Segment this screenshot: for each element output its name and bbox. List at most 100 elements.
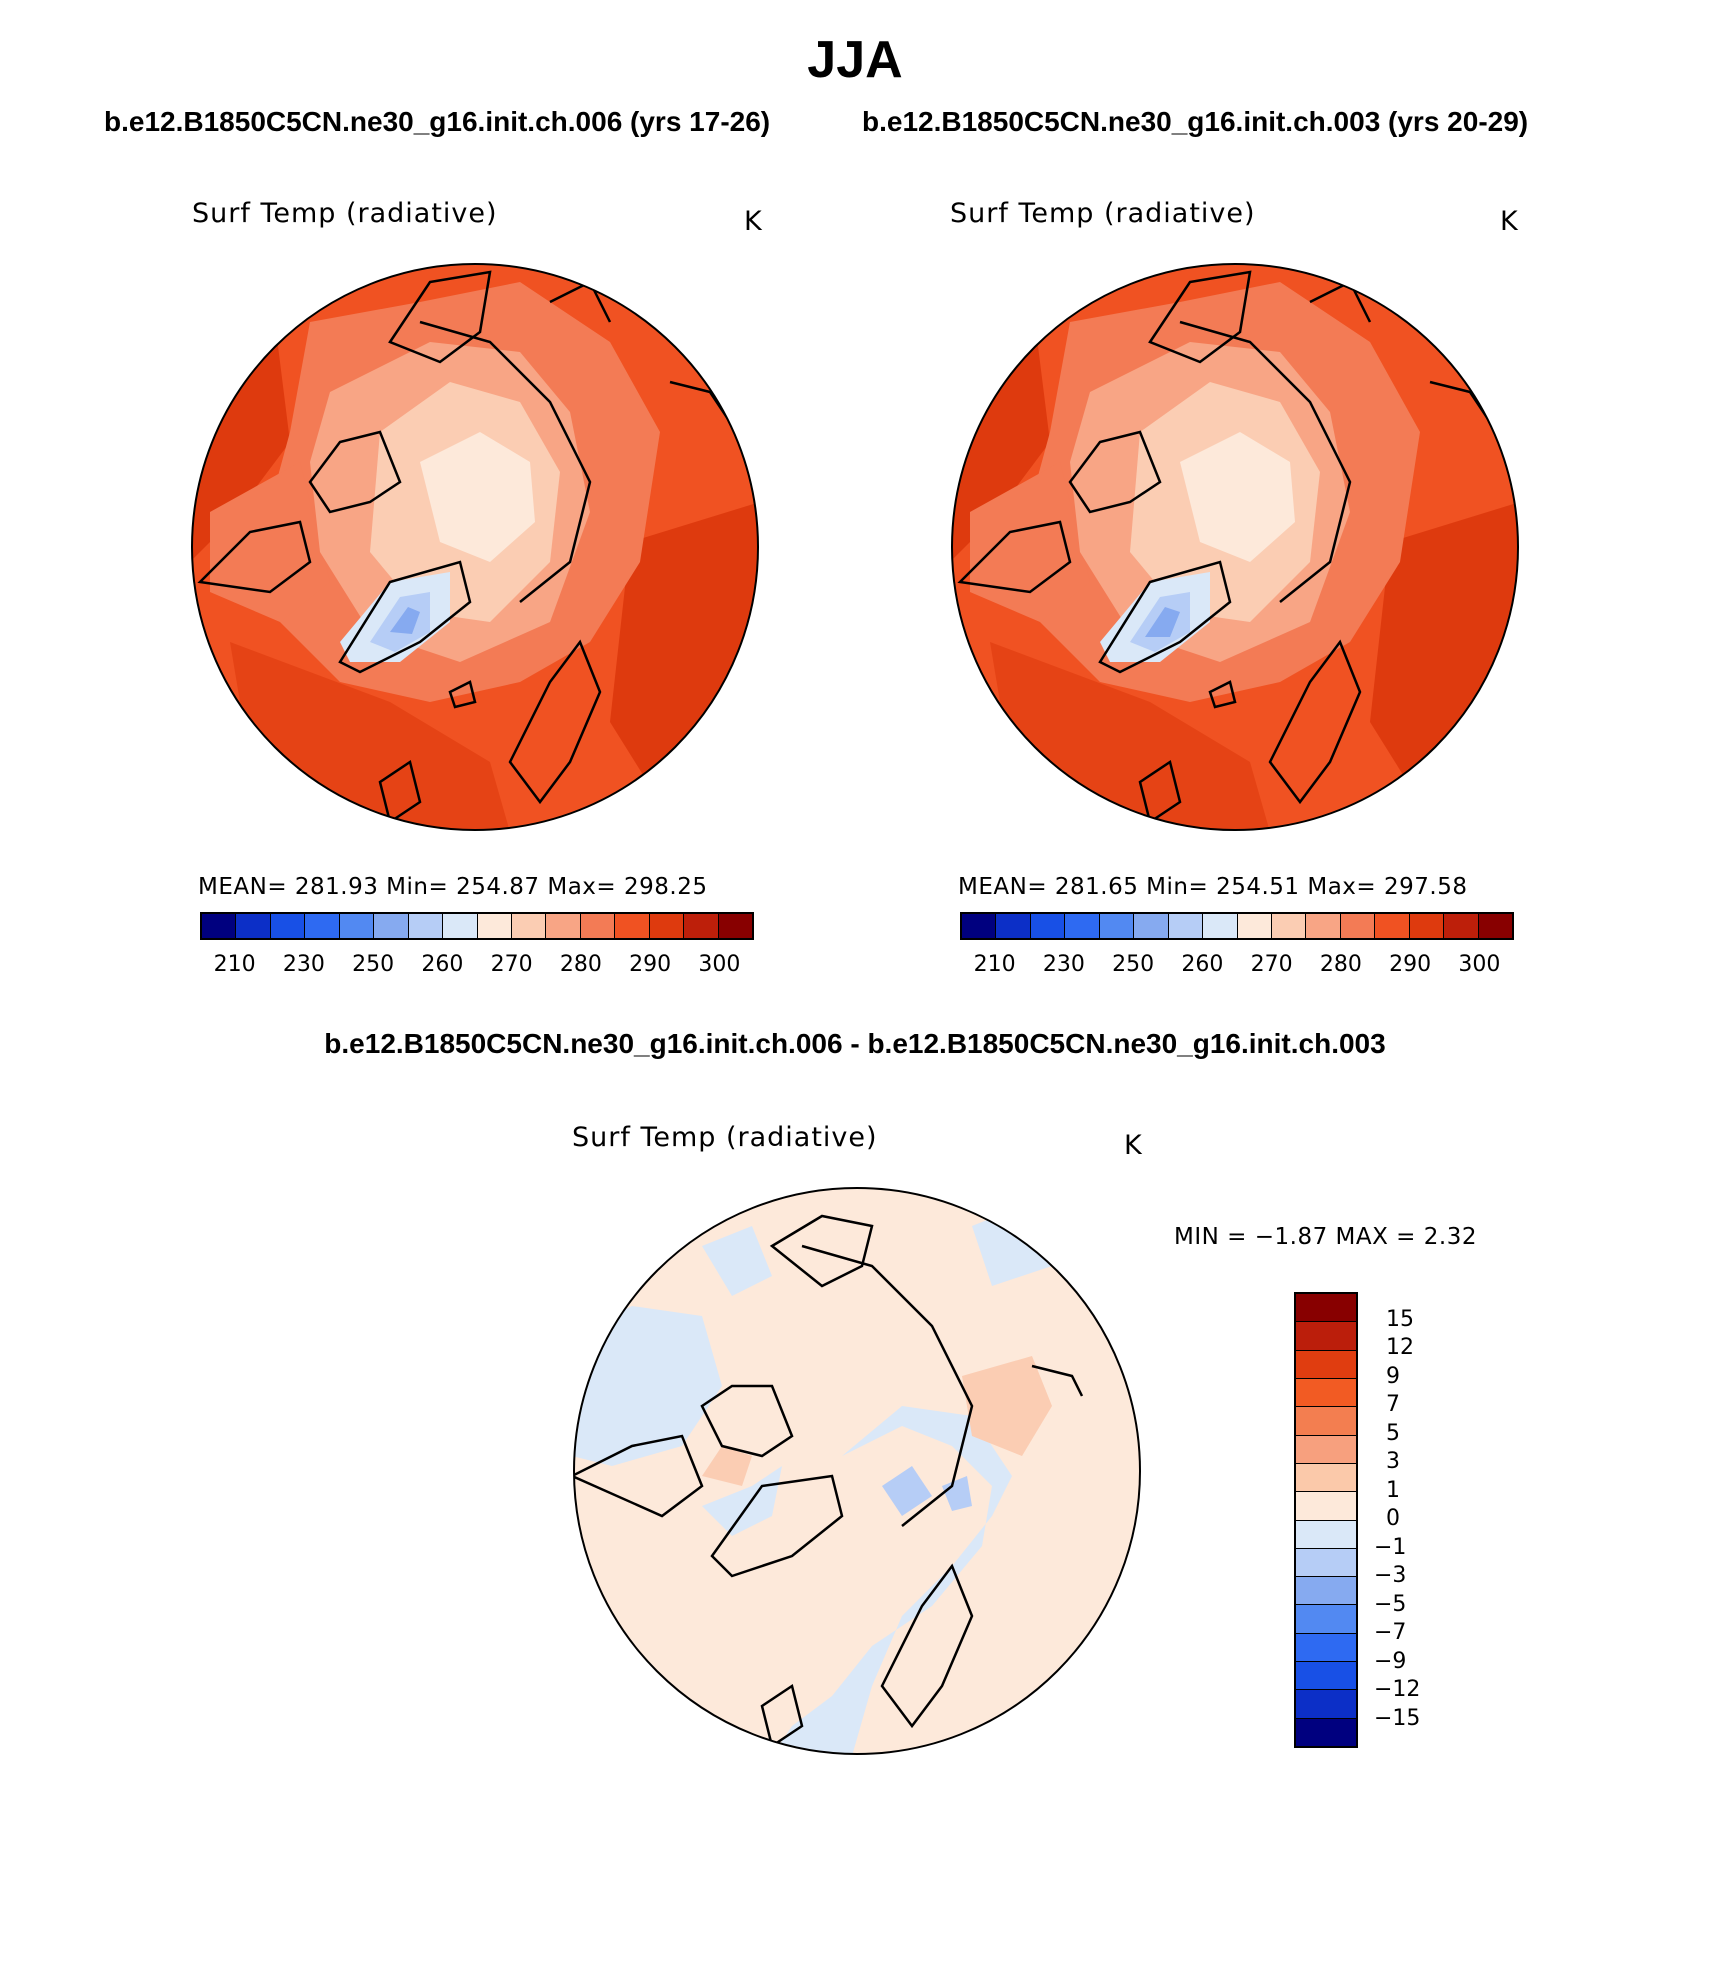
colorbar-diff-swatch: [1296, 1294, 1356, 1323]
colorbar-a-swatch: [546, 914, 581, 938]
colorbar-diff-swatch: [1296, 1407, 1356, 1436]
colorbar-diff-swatch: [1296, 1350, 1356, 1379]
colorbar-b-ticks: 210 230 250 260 270 280 290 300: [960, 952, 1514, 982]
colorbar-diff-tick-label: −1: [1374, 1534, 1407, 1560]
colorbar-b-tick-label: 210: [973, 952, 1016, 977]
colorbar-a-swatch: [649, 914, 685, 938]
panel-a-variable: Surf Temp (radiative): [192, 198, 498, 229]
colorbar-a: [200, 912, 754, 940]
colorbar-b-swatch: [1030, 914, 1066, 938]
colorbar-diff-tick-label: −3: [1374, 1563, 1407, 1588]
colorbar-diff-tick-label: −12: [1374, 1677, 1421, 1702]
colorbar-diff-tick-label: 12: [1386, 1335, 1414, 1360]
colorbar-diff-swatch: [1296, 1322, 1356, 1351]
colorbar-a-tick-label: 230: [282, 952, 325, 977]
colorbar-b-swatch: [1237, 914, 1272, 938]
colorbar-b-swatch: [996, 914, 1031, 938]
colorbar-b-swatch: [1375, 914, 1410, 938]
panel-b-units: K: [1500, 206, 1519, 237]
colorbar-b-swatch: [962, 914, 997, 938]
colorbar-diff-swatch: [1296, 1633, 1356, 1663]
colorbar-diff-swatch: [1296, 1548, 1356, 1578]
colorbar-diff-tick-label: 9: [1386, 1363, 1400, 1389]
colorbar-b-swatch: [1478, 914, 1512, 938]
colorbar-b-swatch: [1134, 914, 1169, 938]
colorbar-a-tick-label: 300: [698, 952, 741, 977]
colorbar-diff-swatch: [1296, 1690, 1356, 1719]
colorbar-diff-swatch: [1296, 1378, 1356, 1408]
colorbar-diff-swatch: [1296, 1463, 1356, 1493]
colorbar-diff-swatch: [1296, 1520, 1356, 1549]
colorbar-a-swatch: [718, 914, 752, 938]
colorbar-a-swatch: [305, 914, 340, 938]
map-panel-diff: [573, 1187, 1141, 1755]
colorbar-a-swatch: [202, 914, 237, 938]
colorbar-a-swatch: [443, 914, 478, 938]
colorbar-a-swatch: [615, 914, 650, 938]
colorbar-b-swatch: [1340, 914, 1376, 938]
colorbar-diff-tick-label: 0: [1386, 1506, 1400, 1531]
colorbar-diff-ticks: 15 12 9 7 5 3 1 0 −1 −3 −5 −7 −9 −12 −15: [1374, 1292, 1454, 1748]
colorbar-a-ticks: 210 230 250 260 270 280 290 300: [200, 952, 754, 982]
diff-title: b.e12.B1850C5CN.ne30_g16.init.ch.006 - b…: [324, 1028, 1386, 1059]
panel-b-variable: Surf Temp (radiative): [950, 198, 1256, 229]
colorbar-diff-tick-label: 5: [1386, 1420, 1400, 1446]
panel-b-stats: MEAN= 281.65 Min= 254.51 Max= 297.58: [958, 874, 1468, 900]
main-title: JJA: [807, 31, 903, 89]
diff-units: K: [1124, 1130, 1143, 1161]
colorbar-diff-swatch: [1296, 1492, 1356, 1521]
colorbar-diff-tick-label: 3: [1386, 1449, 1400, 1474]
colorbar-diff: [1294, 1292, 1358, 1748]
colorbar-a-swatch: [684, 914, 719, 938]
diff-stats: MIN = −1.87 MAX = 2.32: [1174, 1224, 1477, 1250]
colorbar-diff-tick-label: 7: [1386, 1392, 1400, 1417]
colorbar-a-tick-label: 280: [559, 952, 602, 977]
colorbar-diff-tick-label: −15: [1374, 1705, 1421, 1731]
colorbar-a-swatch: [270, 914, 306, 938]
panel-a-stats: MEAN= 281.93 Min= 254.87 Max= 298.25: [198, 874, 708, 900]
colorbar-b-tick-label: 280: [1319, 952, 1362, 977]
colorbar-a-swatch: [580, 914, 616, 938]
colorbar-a-swatch: [511, 914, 547, 938]
colorbar-a-swatch: [339, 914, 375, 938]
colorbar-a-tick-label: 250: [352, 952, 395, 977]
colorbar-diff-tick-label: −9: [1374, 1648, 1407, 1674]
map-panel-b: [951, 263, 1519, 831]
colorbar-b-swatch: [1306, 914, 1341, 938]
colorbar-diff-swatch: [1296, 1577, 1356, 1606]
colorbar-diff-swatch: [1296, 1605, 1356, 1634]
case-b-label: b.e12.B1850C5CN.ne30_g16.init.ch.003 (yr…: [862, 106, 1529, 137]
colorbar-b-swatch: [1065, 914, 1100, 938]
colorbar-diff-tick-label: −7: [1374, 1620, 1407, 1645]
panel-a-units: K: [744, 206, 763, 237]
colorbar-b-swatch: [1444, 914, 1479, 938]
colorbar-diff-swatch: [1296, 1718, 1356, 1746]
colorbar-diff-swatch: [1296, 1662, 1356, 1691]
colorbar-b-tick-label: 250: [1112, 952, 1155, 977]
colorbar-diff-tick-label: 15: [1386, 1306, 1414, 1332]
colorbar-a-swatch: [477, 914, 512, 938]
colorbar-b-tick-label: 270: [1250, 952, 1293, 977]
colorbar-a-swatch: [236, 914, 271, 938]
colorbar-diff-swatch: [1296, 1435, 1356, 1464]
colorbar-a-tick-label: 290: [629, 952, 672, 977]
colorbar-b: [960, 912, 1514, 940]
colorbar-b-swatch: [1203, 914, 1238, 938]
colorbar-b-tick-label: 230: [1042, 952, 1085, 977]
colorbar-b-swatch: [1099, 914, 1135, 938]
colorbar-b-tick-label: 290: [1389, 952, 1432, 977]
diff-variable: Surf Temp (radiative): [572, 1122, 878, 1153]
colorbar-b-tick-label: 260: [1181, 952, 1224, 977]
colorbar-diff-tick-label: −5: [1374, 1591, 1407, 1617]
colorbar-a-swatch: [374, 914, 409, 938]
case-a-label: b.e12.B1850C5CN.ne30_g16.init.ch.006 (yr…: [104, 106, 771, 137]
colorbar-b-swatch: [1271, 914, 1307, 938]
colorbar-a-tick-label: 270: [490, 952, 533, 977]
map-panel-a: [191, 263, 759, 831]
colorbar-a-swatch: [408, 914, 444, 938]
colorbar-b-swatch: [1409, 914, 1445, 938]
colorbar-a-tick-label: 260: [421, 952, 464, 977]
colorbar-a-tick-label: 210: [213, 952, 256, 977]
colorbar-b-swatch: [1168, 914, 1204, 938]
colorbar-diff-tick-label: 1: [1386, 1477, 1400, 1503]
